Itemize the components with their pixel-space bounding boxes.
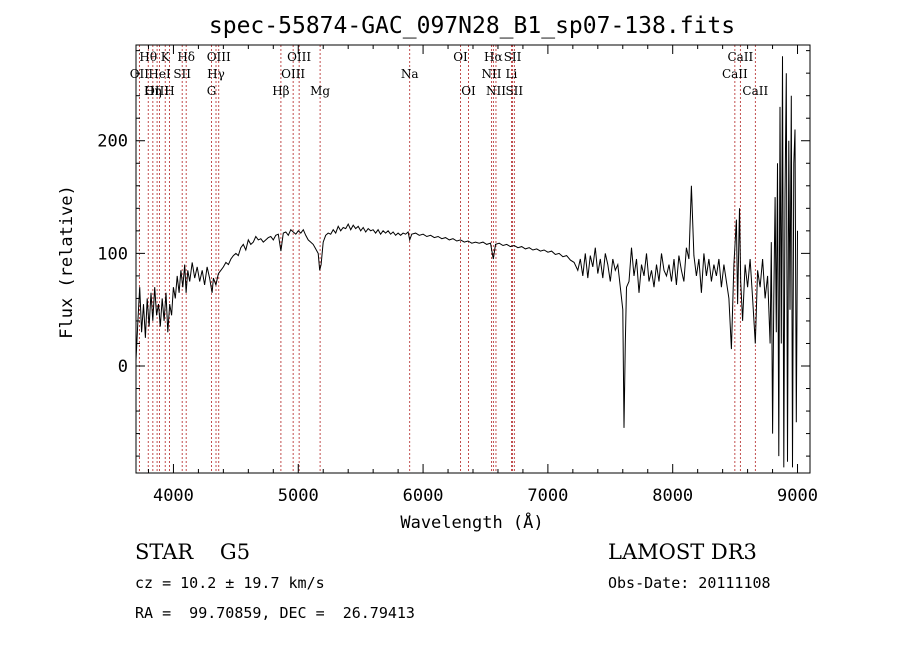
spectral-line-label: OI <box>453 50 468 64</box>
spectral-lines-group <box>138 45 756 473</box>
y-tick-label: 200 <box>97 132 128 152</box>
spectral-line-label: OIII <box>281 67 305 81</box>
spectral-line-label: SII <box>505 84 523 98</box>
spectrum-line <box>135 56 798 468</box>
spectral-line-label: H <box>164 84 174 98</box>
spectral-line-label: Na <box>401 67 419 81</box>
spectral-line-label: OII <box>130 67 150 81</box>
spectral-line-label: SII <box>504 50 522 64</box>
spectral-line-label: OIII <box>145 84 169 98</box>
spectral-line-label: Li <box>506 67 518 81</box>
y-tick-label: 0 <box>118 357 128 377</box>
spectral-line-label: Hδ <box>177 50 195 64</box>
y-axis-label: Flux (relative) <box>57 185 77 339</box>
y-axis-ticks: 0 100 200 <box>97 50 810 457</box>
spectral-line-labels-group: Hθ OII OIII K HeI Hη SII H Hδ OIII Hγ G OIII OIII Hβ Mg… <box>130 50 769 98</box>
x-tick-label: 4000 <box>153 486 194 506</box>
x-tick-label: 9000 <box>777 486 818 506</box>
spectral-line-label: SII <box>173 67 191 81</box>
spectral-line-label: Hθ <box>139 50 157 64</box>
spectral-line-label: Mg <box>310 84 330 98</box>
spectral-line-label: G <box>207 84 217 98</box>
spectral-line-label: NII <box>481 67 501 81</box>
object-class: STAR G5 <box>135 540 251 564</box>
spectral-line-label: CaII <box>727 50 753 64</box>
spectral-line-label: Hβ <box>272 84 289 98</box>
spectral-line-label: K <box>161 50 171 64</box>
y-tick-label: 100 <box>97 244 128 264</box>
x-axis-label: Wavelength (Å) <box>400 511 543 533</box>
observation-date: Obs-Date: 20111108 <box>608 574 771 592</box>
x-tick-label: 5000 <box>278 486 319 506</box>
x-tick-label: 8000 <box>652 486 693 506</box>
chart-title: spec-55874-GAC_097N28_B1_sp07-138.fits <box>209 13 735 39</box>
spectral-line-label: Hη <box>144 84 162 98</box>
spectral-line-label: NII <box>486 84 506 98</box>
x-axis-ticks: 4000 5000 6000 7000 8000 9000 <box>147 45 818 506</box>
spectral-line-label: OI <box>461 84 476 98</box>
spectral-line-label: CaII <box>722 67 748 81</box>
coordinates: RA = 99.70859, DEC = 26.79413 <box>135 604 415 622</box>
spectral-line-label: HeI <box>148 67 171 81</box>
spectral-line-label: Hα <box>484 50 503 64</box>
x-tick-label: 7000 <box>527 486 568 506</box>
x-tick-label: 6000 <box>403 486 444 506</box>
redshift-velocity: cz = 10.2 ± 19.7 km/s <box>135 574 325 592</box>
survey-name: LAMOST DR3 <box>608 540 757 564</box>
spectral-line-label: Hγ <box>207 67 225 81</box>
spectral-line-label: OIII <box>207 50 231 64</box>
spectral-line-label: OIII <box>287 50 311 64</box>
spectral-line-label: CaII <box>742 84 768 98</box>
